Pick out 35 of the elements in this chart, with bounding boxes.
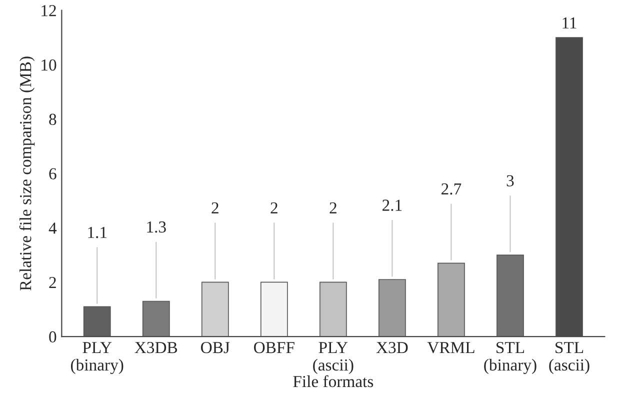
annotation: 3 [506, 175, 514, 186]
bar [496, 254, 524, 337]
y-tick-label: 2 [49, 276, 56, 288]
y-tick-label: 6 [49, 168, 56, 180]
annotation: 1.3 [147, 221, 166, 233]
bar [201, 282, 229, 337]
y-tick-label: 8 [49, 114, 56, 126]
annotation: 2 [270, 202, 278, 214]
y-tick-label: 4 [48, 222, 57, 234]
annotation: 1.1 [88, 226, 107, 238]
bar [83, 306, 111, 337]
bar [142, 300, 170, 337]
annotation: 2.7 [442, 183, 462, 195]
bar [378, 279, 406, 337]
annotation: 2 [330, 202, 336, 214]
x-tick-label: STL (binary) [484, 342, 536, 374]
x-axis-title: File formats [293, 375, 374, 388]
y-tick-label: 12 [42, 5, 56, 16]
y-tick-label: 0 [49, 331, 56, 343]
annotation: 2.1 [382, 200, 402, 211]
x-tick-label: X3D [376, 342, 408, 354]
y-tick-label: 10 [42, 59, 56, 71]
annotation: 11 [562, 17, 576, 28]
bar [260, 282, 288, 337]
x-tick-label: PLY (ascii) [313, 342, 354, 374]
bar [319, 282, 347, 337]
x-tick-label: PLY (binary) [71, 342, 124, 374]
x-tick-label: STL (ascii) [549, 342, 590, 374]
bar [438, 262, 465, 337]
annotation: 2 [212, 202, 218, 214]
x-tick-label: X3DB [134, 342, 178, 354]
x-tick-label: VRML [427, 342, 474, 354]
x-tick-label: OBJ [201, 342, 230, 354]
x-tick-label: OBFF [254, 342, 294, 354]
y-axis-title: Relative file size comparison (MB) [19, 56, 35, 291]
